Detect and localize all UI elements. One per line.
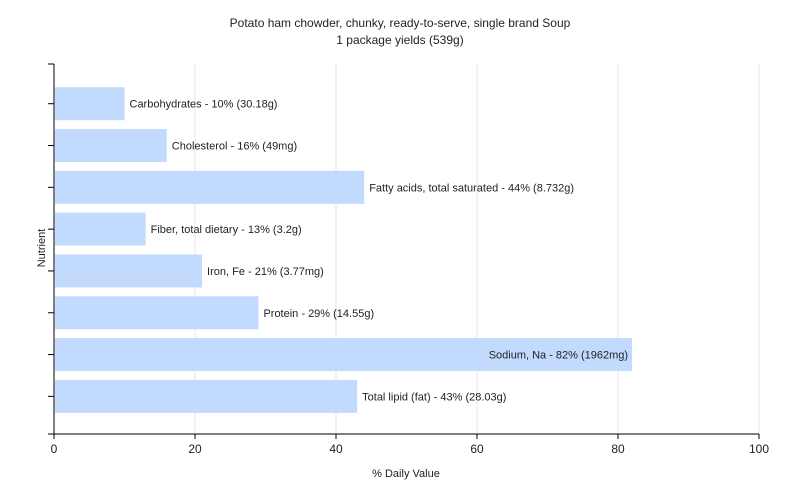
x-axis-label: % Daily Value <box>372 468 440 480</box>
bar-6 <box>55 338 633 372</box>
x-tick-label-100: 100 <box>749 442 769 456</box>
bar-7 <box>55 379 358 413</box>
bar-1 <box>55 129 167 163</box>
bar-4 <box>55 254 203 288</box>
bar-label-1: Cholesterol - 16% (49mg) <box>172 141 297 153</box>
bar-label-5: Protein - 29% (14.55g) <box>263 308 374 320</box>
chart-subtitle: 1 package yields (539g) <box>336 33 463 47</box>
bar-label-0: Carbohydrates - 10% (30.18g) <box>130 99 278 111</box>
x-tick-label-60: 60 <box>470 442 484 456</box>
bar-label-4: Iron, Fe - 21% (3.77mg) <box>207 266 324 278</box>
bars-group: Carbohydrates - 10% (30.18g) Cholesterol … <box>55 87 633 413</box>
bar-label-7: Total lipid (fat) - 43% (28.03g) <box>362 391 506 403</box>
x-tick-label-0: 0 <box>51 442 58 456</box>
bar-2 <box>55 170 365 204</box>
bar-label-2: Fatty acids, total saturated - 44% (8.73… <box>369 182 574 194</box>
bar-5 <box>55 296 259 330</box>
y-axis-label: Nutrient <box>36 229 48 268</box>
bar-label-3: Fiber, total dietary - 13% (3.2g) <box>151 224 302 236</box>
bar-3 <box>55 212 146 246</box>
x-tick-label-40: 40 <box>329 442 343 456</box>
axes-group: 0 20 40 60 80 100 <box>48 63 769 456</box>
bar-label-6: Sodium, Na - 82% (1962mg) <box>489 350 628 362</box>
chart-title: Potato ham chowder, chunky, ready-to-ser… <box>230 16 571 30</box>
x-tick-label-20: 20 <box>188 442 202 456</box>
x-tick-label-80: 80 <box>611 442 625 456</box>
grid-lines <box>194 64 760 434</box>
bar-0 <box>55 87 125 121</box>
